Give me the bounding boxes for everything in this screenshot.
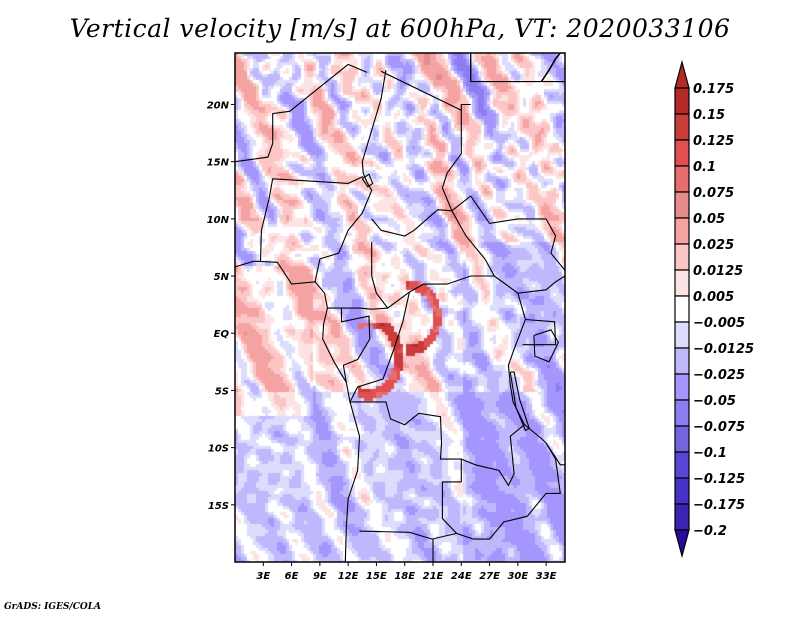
border-line	[234, 63, 368, 163]
y-tick-label: 15S	[208, 501, 229, 512]
colorbar-label: 0.1	[693, 160, 716, 175]
lake-chad-outline	[361, 173, 374, 188]
map-plot-area	[235, 53, 565, 562]
x-axis-ticks: 3E 6E 9E 12E 15E 18E 21E 24E 27E 30E 33E	[256, 562, 557, 582]
colorbar-label: −0.075	[693, 420, 745, 435]
border-line	[461, 424, 525, 487]
border-line	[359, 530, 457, 540]
border-line	[327, 307, 388, 310]
border-line	[268, 175, 364, 200]
colorbar-extend-bottom	[674, 529, 690, 559]
colorbar-box	[674, 347, 690, 375]
x-tick-label: 21E	[423, 571, 444, 582]
colorbar-label: 0.025	[693, 238, 734, 253]
chart-title: Vertical velocity [m/s] at 600hPa, VT: 2…	[69, 14, 731, 43]
y-tick-label: 5S	[215, 386, 229, 397]
border-line	[507, 293, 547, 444]
border-line	[259, 199, 270, 262]
x-tick-label: 24E	[451, 571, 472, 582]
colorbar-box	[674, 321, 690, 349]
colorbar-label: 0.15	[693, 108, 725, 123]
border-line	[451, 195, 566, 271]
colorbar-label: −0.005	[693, 316, 745, 331]
colorbar-label: 0.005	[693, 290, 734, 305]
colorbar-box	[674, 139, 690, 167]
border-line	[340, 308, 371, 383]
x-tick-label: 6E	[285, 571, 299, 582]
x-tick-label: 9E	[313, 571, 327, 582]
colorbar-box	[674, 165, 690, 193]
lake-nasser-outline	[540, 52, 561, 83]
lake-tanganyika-outline	[509, 371, 530, 432]
x-tick-label: 18E	[394, 571, 415, 582]
y-tick-label: 10N	[207, 215, 230, 226]
map-frame-border	[234, 52, 566, 563]
x-tick-label: 33E	[536, 571, 557, 582]
colorbar-label: −0.2	[693, 524, 727, 539]
country-borders	[234, 52, 566, 563]
colorbar-label: 0.075	[693, 186, 734, 201]
colorbar-box	[674, 477, 690, 505]
x-tick-label: 3E	[256, 571, 270, 582]
y-tick-label: 5N	[214, 272, 230, 283]
lake-victoria-outline	[533, 329, 560, 363]
colorbar-box	[674, 87, 690, 115]
border-line	[314, 70, 387, 282]
colorbar-legend: 0.175 0.15 0.125 0.1 0.075 0.05 0.025 0.0125 0.0…	[674, 59, 754, 559]
border-line	[441, 110, 462, 212]
colorbar-box	[674, 503, 690, 531]
colorbar-extend-top	[674, 59, 690, 89]
border-line	[234, 260, 361, 563]
y-tick-label: 20N	[207, 100, 230, 111]
border-line	[371, 209, 496, 309]
colorbar-box	[674, 269, 690, 297]
border-line	[349, 291, 410, 403]
colorbar-label: −0.0125	[693, 342, 754, 357]
grads-credit: GrADS: IGES/COLA	[4, 602, 102, 612]
x-tick-label: 27E	[479, 571, 500, 582]
colorbar-box	[674, 399, 690, 427]
x-tick-label: 15E	[366, 571, 387, 582]
colorbar-box	[674, 113, 690, 141]
border-line	[350, 401, 462, 482]
colorbar-box	[674, 217, 690, 245]
colorbar-box	[674, 243, 690, 271]
colorbar-box	[674, 191, 690, 219]
colorbar-box	[674, 295, 690, 323]
colorbar-label: 0.05	[693, 212, 725, 227]
border-line	[380, 70, 471, 112]
colorbar-label: −0.1	[693, 446, 727, 461]
colorbar-label: 0.0125	[693, 264, 743, 279]
y-tick-label: 15N	[207, 158, 230, 169]
colorbar-label: −0.125	[693, 472, 745, 487]
border-line	[493, 275, 566, 294]
y-axis-ticks: 20N 15N 10N 5N EQ 5S 10S 15S	[207, 100, 235, 512]
colorbar-box	[674, 373, 690, 401]
x-tick-label: 12E	[338, 571, 359, 582]
border-line	[545, 442, 565, 466]
y-tick-label: 10S	[208, 444, 229, 455]
colorbar-label: −0.05	[693, 394, 736, 409]
vertical-velocity-field	[235, 53, 565, 562]
colorbar-label: −0.175	[693, 498, 745, 513]
colorbar-label: 0.125	[693, 134, 734, 149]
border-line	[441, 481, 474, 540]
colorbar-box	[674, 425, 690, 453]
colorbar-label: −0.025	[693, 368, 745, 383]
x-tick-label: 30E	[507, 571, 528, 582]
colorbar-label: 0.175	[693, 82, 734, 97]
border-line	[473, 442, 561, 540]
y-tick-label: EQ	[214, 329, 230, 340]
colorbar-box	[674, 451, 690, 479]
border-line	[522, 318, 557, 346]
